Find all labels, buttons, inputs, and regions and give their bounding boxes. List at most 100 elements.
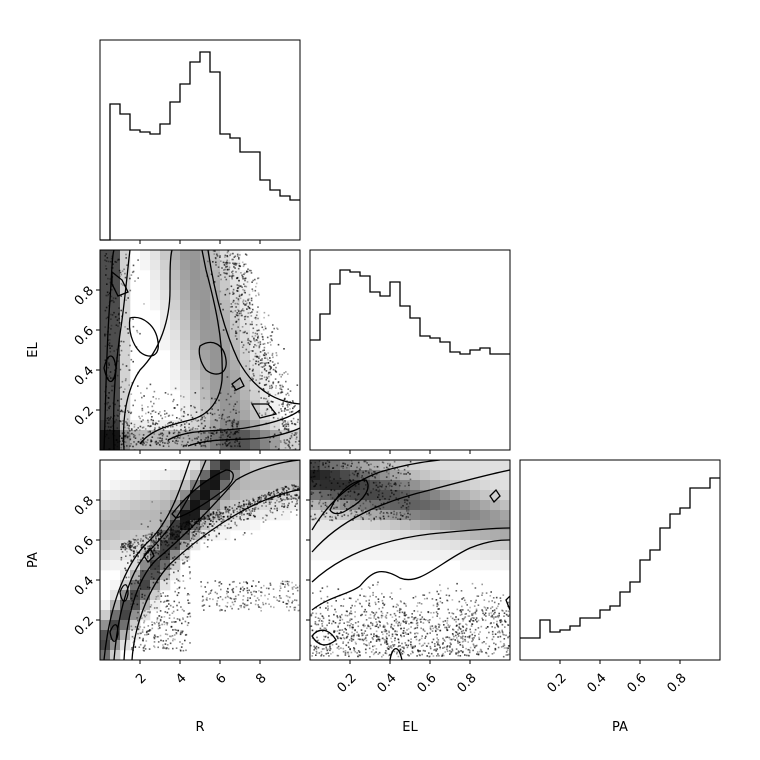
sample-point [407,516,410,518]
sample-point [171,635,174,637]
sample-point [223,430,226,432]
sample-point [160,540,163,543]
sample-point [229,419,231,422]
sample-point [437,643,439,645]
sample-point [461,605,463,608]
sample-point [272,324,274,326]
sample-point [260,610,262,612]
sample-point [358,468,361,470]
sample-point [208,518,211,520]
sample-point [439,597,442,599]
sample-point [287,409,290,411]
sample-point [224,525,226,527]
sample-point [470,625,473,627]
sample-point [328,622,330,624]
sample-point [467,648,469,651]
sample-point [436,603,439,605]
sample-point [389,463,391,465]
sample-point [236,277,238,280]
sample-point [445,626,448,629]
sample-point [189,571,191,573]
contour [207,250,300,405]
sample-point [363,638,366,640]
sample-point [265,378,268,381]
sample-point [263,502,266,504]
sample-point [386,622,388,624]
sample-point [276,599,278,601]
sample-point [226,516,229,518]
sample-point [244,285,246,288]
sample-point [176,578,178,580]
sample-point [292,407,294,410]
sample-point [357,493,359,495]
sample-point [264,352,266,354]
density-cell [180,540,191,551]
density-cell [140,580,151,591]
sample-point [169,533,172,536]
sample-point [283,439,286,441]
sample-point [153,637,156,640]
sample-point [241,514,243,516]
sample-point [164,392,167,394]
sample-point [435,630,437,633]
sample-point [274,370,277,373]
sample-point [114,444,116,446]
sample-point [140,420,143,423]
sample-point [269,582,272,585]
density-cell [290,500,300,511]
sample-point [190,524,192,526]
sample-point [315,654,317,656]
sample-point [190,520,192,523]
sample-point [129,544,132,547]
sample-point [171,563,173,566]
sample-point [174,510,176,513]
sample-point [264,519,267,521]
sample-point [209,513,212,516]
sample-point [107,293,110,296]
sample-point [367,625,369,628]
sample-point [109,281,112,284]
density-cell [140,250,151,261]
sample-point [506,614,509,617]
sample-point [295,584,297,586]
sample-point [268,593,270,595]
sample-point [465,613,467,615]
sample-point [246,308,248,310]
sample-point [246,604,249,606]
sample-point [256,355,258,358]
density-cell [240,440,251,450]
density-cell [200,500,211,511]
density-cell [410,540,421,551]
sample-point [414,616,417,619]
sample-point [220,512,222,515]
sample-point [147,552,150,554]
sample-point [164,595,167,597]
sample-point [270,501,272,503]
sample-point [283,493,285,495]
sample-point [112,433,114,435]
sample-point [372,594,374,596]
sample-point [189,539,192,542]
sample-point [449,624,451,627]
sample-point [295,599,298,602]
density-cell [310,460,321,471]
sample-point [209,432,211,434]
sample-point [399,649,402,651]
density-cell [270,510,281,521]
sample-point [388,654,390,657]
sample-point [246,505,249,508]
sample-point [140,392,142,394]
density-cell [260,470,271,481]
sample-point [106,402,108,404]
sample-point [406,493,408,495]
sample-point [340,511,342,513]
sample-point [326,649,329,652]
sample-point [197,431,200,434]
sample-point [180,525,182,527]
x-tick-label: 6 [213,671,229,687]
sample-point [187,524,189,526]
sample-point [295,498,297,500]
density-cell [180,290,191,301]
sample-point [211,513,214,516]
sample-point [267,598,269,600]
